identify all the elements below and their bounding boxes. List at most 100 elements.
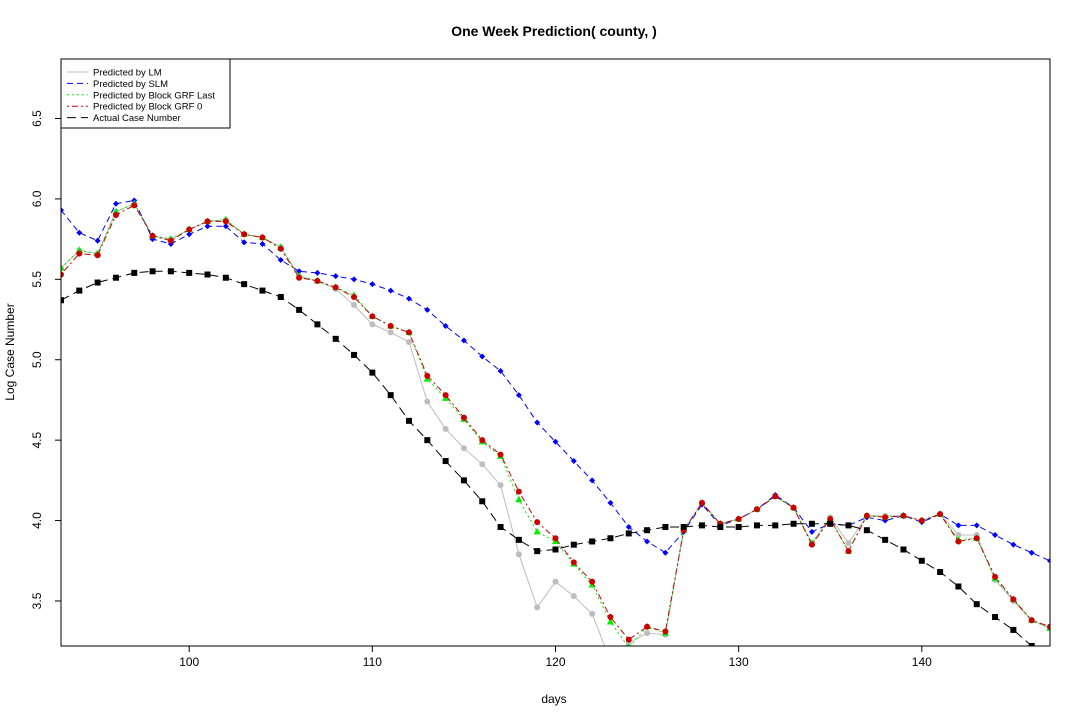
data-point <box>296 268 303 275</box>
x-axis-ticks: 100 110 120 130 140 <box>179 646 932 669</box>
data-point <box>424 306 431 313</box>
data-point <box>351 302 358 309</box>
data-point <box>112 211 119 218</box>
data-point <box>167 268 174 275</box>
series-line <box>61 199 1050 562</box>
series-4 <box>61 202 1050 643</box>
data-point <box>790 520 797 527</box>
y-axis-ticks: 3.5 4.0 4.5 5.0 5.5 6.0 6.5 <box>30 110 61 609</box>
data-point <box>149 268 156 275</box>
data-point <box>937 569 944 576</box>
data-point <box>204 218 211 225</box>
data-point <box>992 614 999 621</box>
x-tick-label: 120 <box>545 655 565 669</box>
data-point <box>973 601 980 608</box>
data-point <box>94 279 101 286</box>
data-point <box>479 353 486 360</box>
data-point <box>589 538 596 545</box>
data-point <box>387 392 394 399</box>
data-point <box>332 335 339 342</box>
data-point <box>589 610 596 617</box>
y-tick-label: 6.0 <box>30 190 44 207</box>
data-point <box>369 281 376 288</box>
data-point <box>387 329 394 336</box>
data-point <box>387 287 394 294</box>
data-point <box>863 527 870 534</box>
data-point <box>882 536 889 543</box>
data-point <box>882 514 889 521</box>
data-point <box>845 548 852 555</box>
legend-label: Actual Case Number <box>93 113 181 124</box>
data-point <box>131 269 138 276</box>
data-point <box>460 477 467 484</box>
data-point <box>76 287 83 294</box>
data-point <box>479 437 486 444</box>
data-point <box>222 218 229 225</box>
data-point <box>351 294 358 301</box>
data-point <box>627 643 631 646</box>
data-point <box>296 306 303 313</box>
data-point <box>515 536 522 543</box>
data-point <box>515 392 522 399</box>
x-tick-label: 110 <box>363 655 382 669</box>
series-line <box>61 204 1050 641</box>
y-tick-label: 5.5 <box>30 271 44 288</box>
data-point <box>662 523 669 530</box>
plot-frame <box>60 58 1051 647</box>
data-point <box>808 528 815 535</box>
data-point <box>699 522 706 529</box>
data-point <box>442 425 449 432</box>
data-point <box>607 614 614 621</box>
data-point <box>662 549 669 556</box>
data-point <box>112 274 119 281</box>
data-point <box>735 515 742 522</box>
series-2 <box>61 197 1050 564</box>
data-point <box>61 207 64 214</box>
data-point <box>845 540 852 547</box>
data-point <box>973 535 980 542</box>
data-point <box>351 351 358 358</box>
data-point <box>515 495 523 503</box>
data-point <box>863 512 870 519</box>
data-point <box>827 515 834 522</box>
data-point <box>442 392 449 399</box>
data-point <box>222 223 229 230</box>
data-point <box>607 499 614 506</box>
data-point <box>1010 596 1017 603</box>
data-point <box>460 445 467 452</box>
data-point <box>552 546 559 553</box>
data-point <box>405 329 412 336</box>
data-point <box>955 522 962 529</box>
data-point <box>900 512 907 519</box>
x-tick-label: 100 <box>179 655 199 669</box>
data-point <box>918 557 925 564</box>
legend-label: Predicted by LM <box>93 68 162 79</box>
data-point <box>533 527 541 535</box>
data-point <box>607 657 613 663</box>
data-point <box>552 578 559 585</box>
data-point <box>204 223 211 230</box>
data-point <box>827 520 834 527</box>
series-layer <box>61 197 1050 663</box>
data-point <box>644 630 651 637</box>
data-point <box>277 257 284 264</box>
data-point <box>808 541 815 548</box>
data-point <box>973 522 980 529</box>
data-point <box>625 636 632 643</box>
data-point <box>552 438 559 445</box>
data-point <box>497 523 504 530</box>
y-tick-label: 5.0 <box>30 351 44 368</box>
data-point <box>369 313 376 320</box>
data-point <box>112 200 119 207</box>
data-point <box>735 523 742 530</box>
data-point <box>241 239 248 246</box>
data-point <box>606 617 615 625</box>
data-point <box>552 535 559 542</box>
data-point <box>644 623 651 630</box>
data-point <box>186 226 193 233</box>
data-point <box>314 269 321 276</box>
data-point <box>589 578 596 585</box>
data-point <box>570 559 577 566</box>
legend-box <box>60 58 231 129</box>
data-point <box>717 523 724 530</box>
